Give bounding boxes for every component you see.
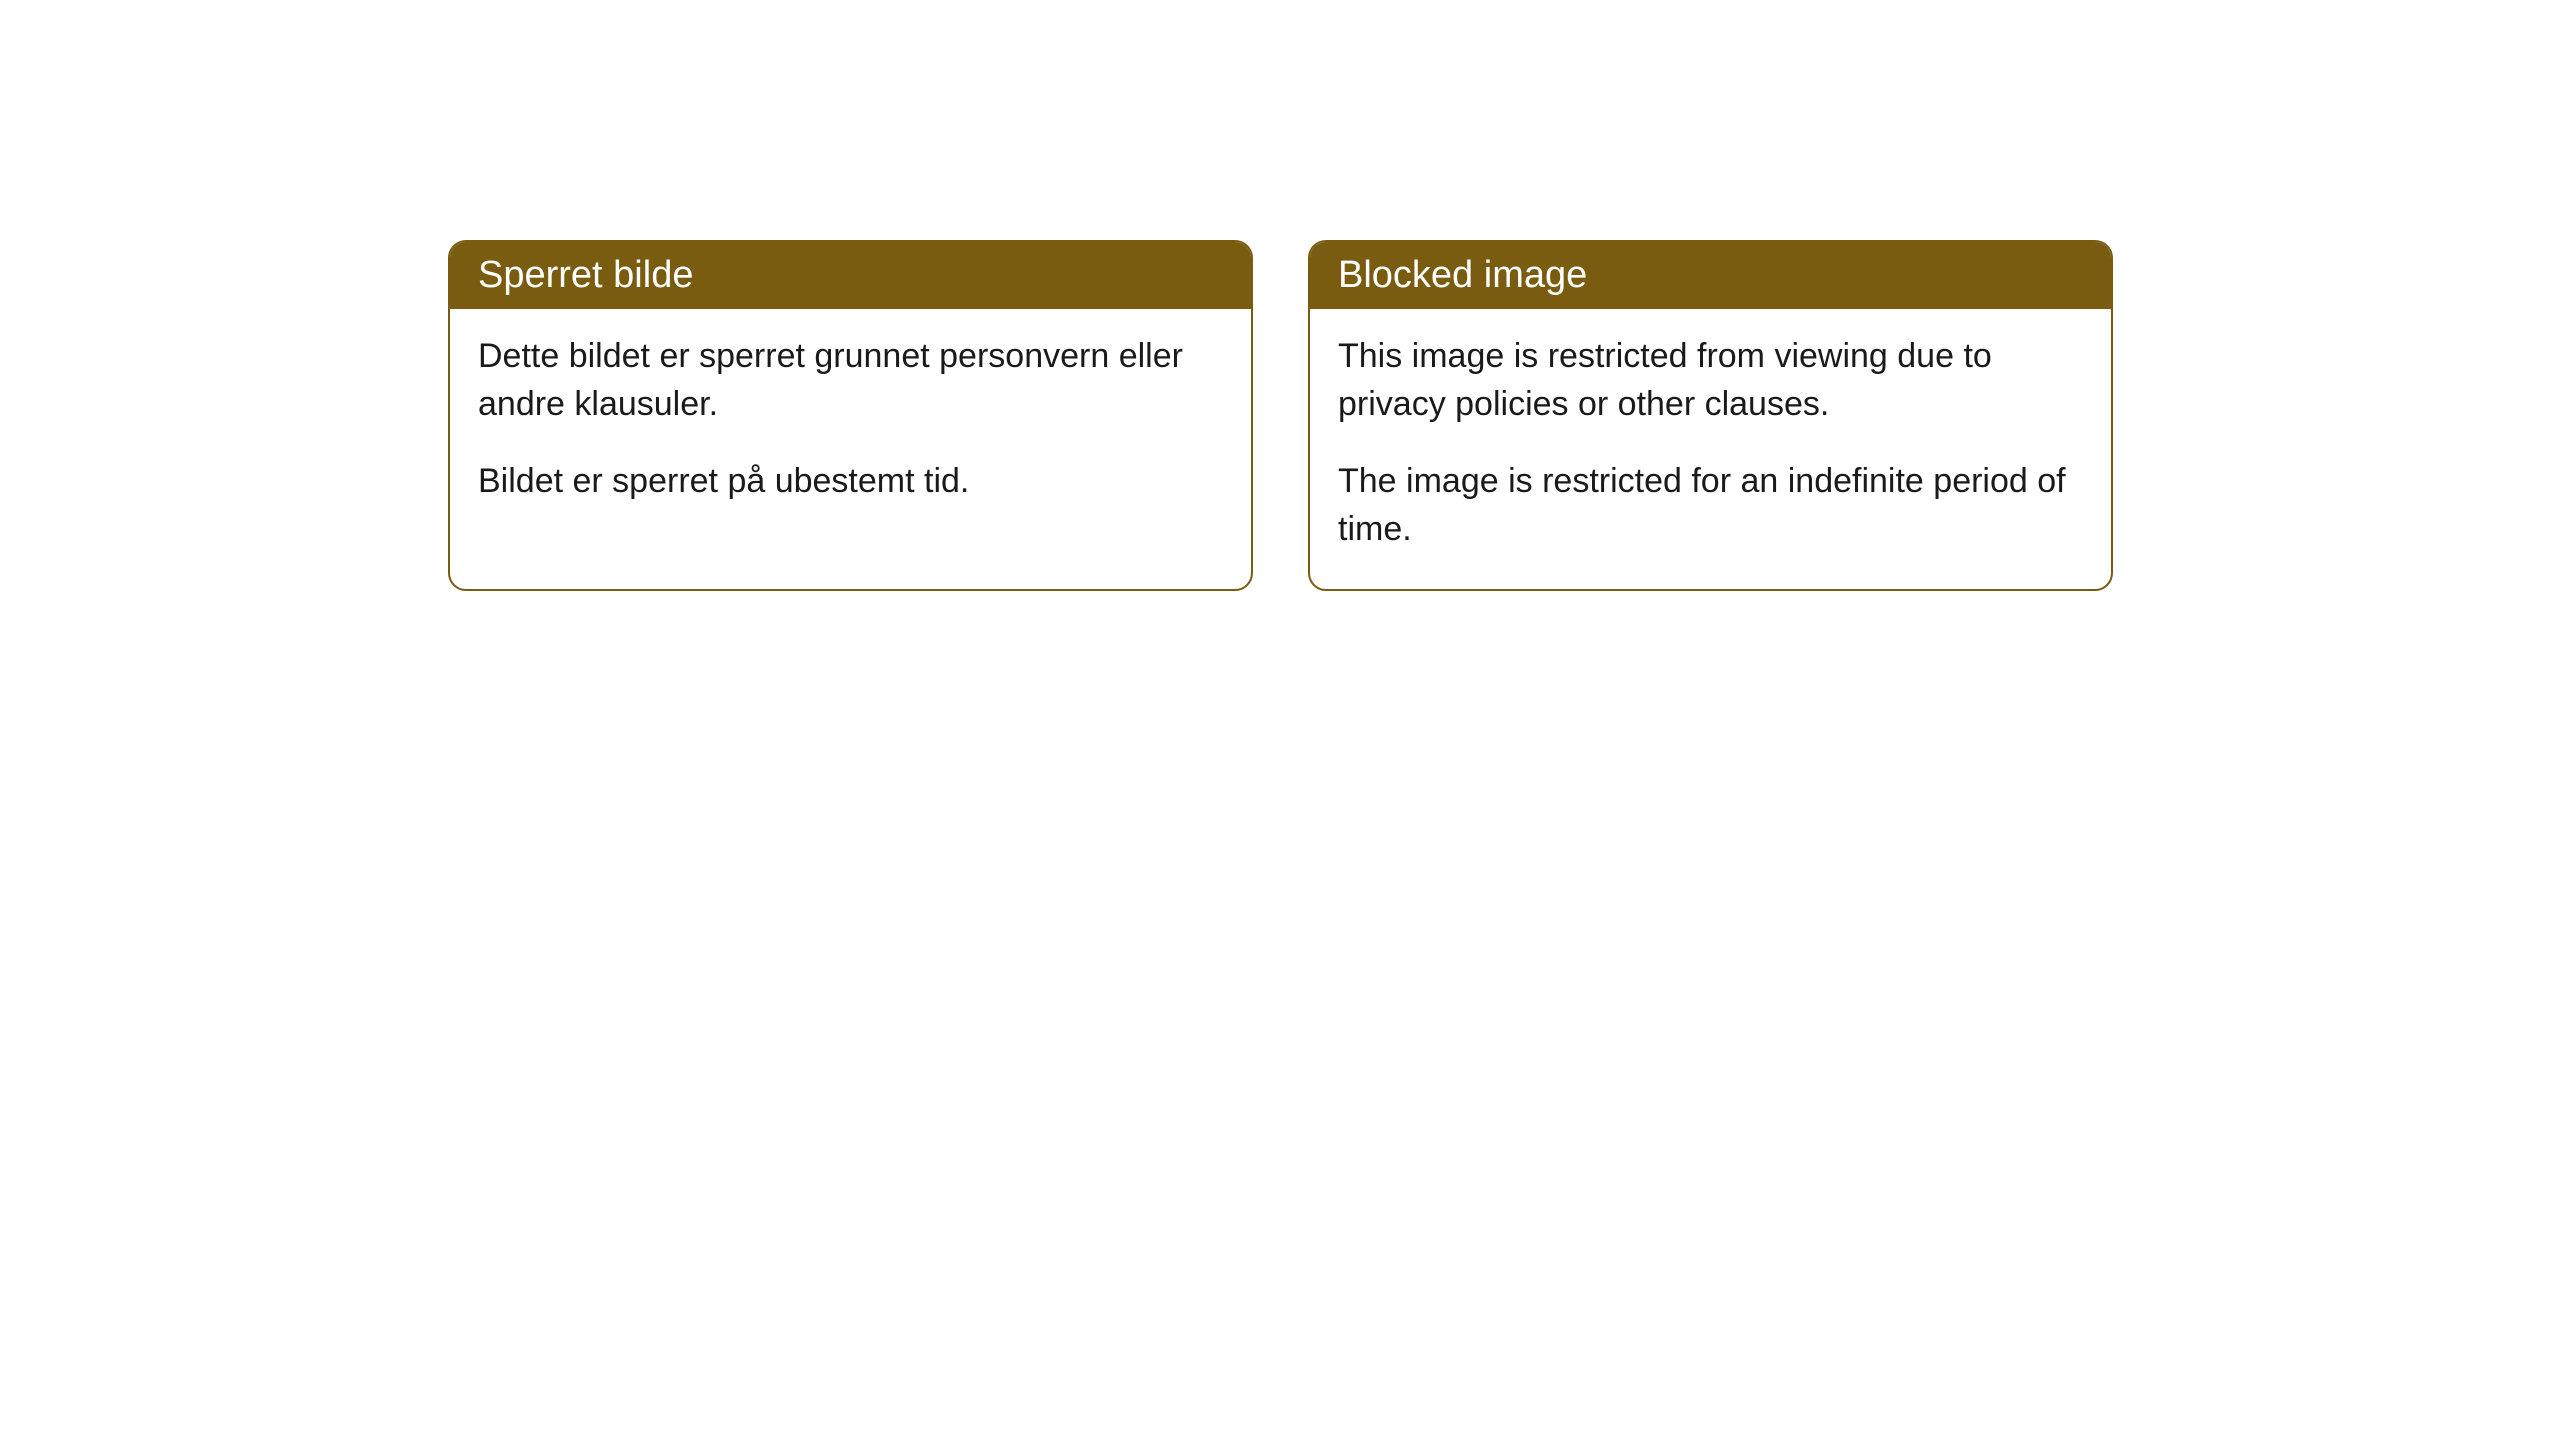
card-paragraph: Dette bildet er sperret grunnet personve… — [478, 333, 1223, 428]
blocked-image-card-norwegian: Sperret bilde Dette bildet er sperret gr… — [448, 240, 1253, 591]
card-paragraph: This image is restricted from viewing du… — [1338, 333, 2083, 428]
card-header-english: Blocked image — [1310, 242, 2111, 309]
blocked-image-card-english: Blocked image This image is restricted f… — [1308, 240, 2113, 591]
card-body-english: This image is restricted from viewing du… — [1310, 309, 2111, 589]
card-header-norwegian: Sperret bilde — [450, 242, 1251, 309]
card-title: Blocked image — [1338, 254, 1587, 296]
card-paragraph: Bildet er sperret på ubestemt tid. — [478, 458, 1223, 506]
card-body-norwegian: Dette bildet er sperret grunnet personve… — [450, 309, 1251, 542]
card-title: Sperret bilde — [478, 254, 693, 296]
card-paragraph: The image is restricted for an indefinit… — [1338, 458, 2083, 553]
message-cards-container: Sperret bilde Dette bildet er sperret gr… — [0, 0, 2560, 591]
